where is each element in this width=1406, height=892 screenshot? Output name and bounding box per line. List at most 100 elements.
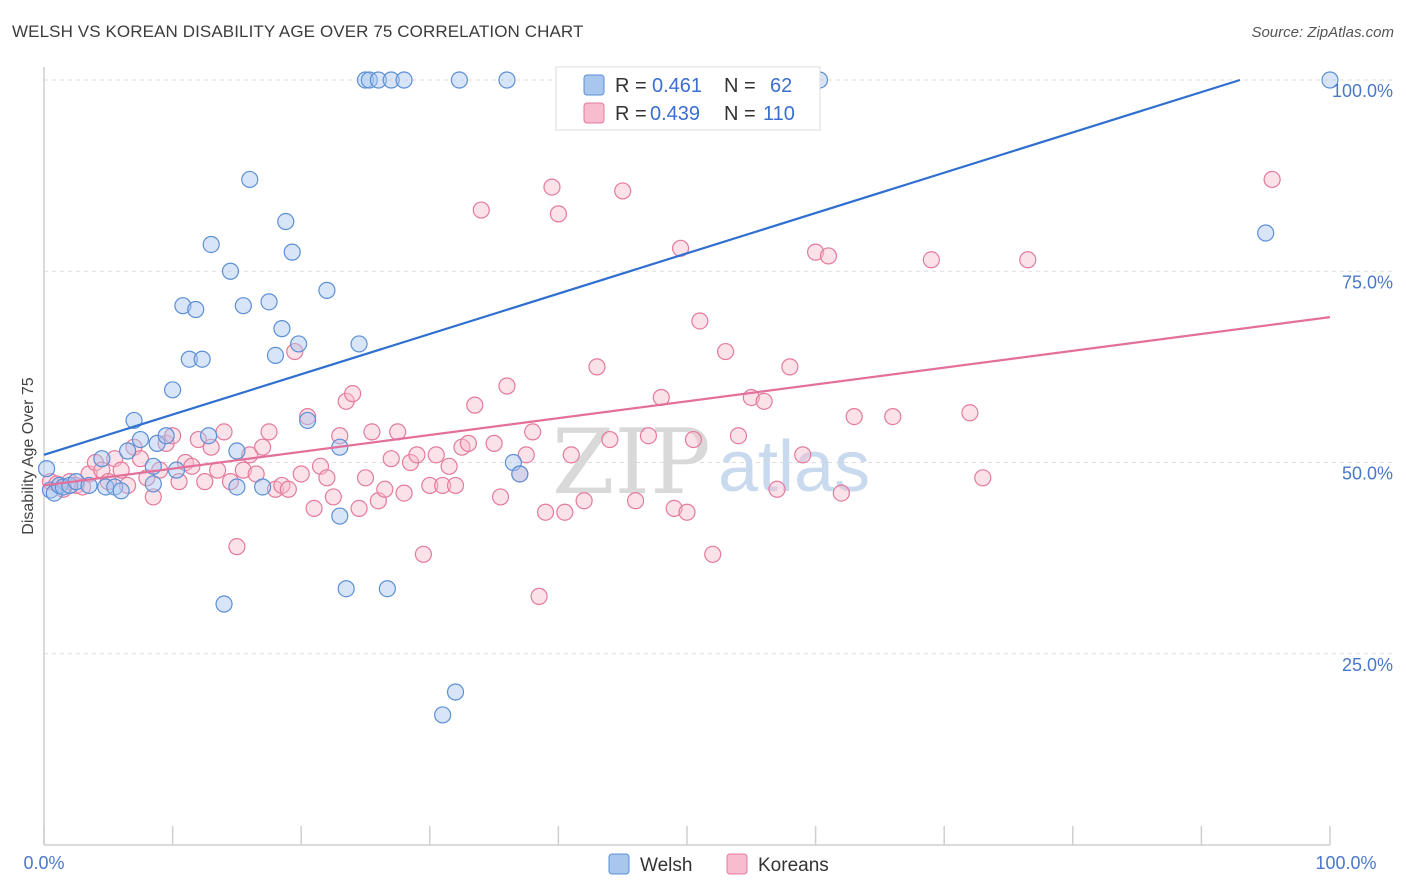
welsh-point xyxy=(450,71,468,89)
welsh-point xyxy=(318,281,336,299)
legend-welsh-r-label: R = xyxy=(615,75,647,97)
korean-point xyxy=(601,430,619,449)
korean-point xyxy=(305,499,323,517)
korean-point xyxy=(794,446,812,464)
welsh-point xyxy=(260,293,278,311)
korean-point xyxy=(704,545,722,563)
korean-point xyxy=(446,476,465,495)
y-tick-label-100: 100.0% xyxy=(1332,81,1393,101)
source-label: Source: ZipAtlas.com xyxy=(1251,24,1394,41)
korean-point xyxy=(196,473,214,491)
korean-point xyxy=(440,457,458,475)
legend-box: R = 0.461 N = 62 R = 0.439 N = 110 xyxy=(555,66,821,131)
welsh-point xyxy=(511,465,529,483)
korean-point xyxy=(189,430,207,449)
korean-point xyxy=(144,488,162,506)
welsh-point xyxy=(395,71,413,89)
y-tick-label-25: 25.0% xyxy=(1342,655,1393,675)
bottom-legend-welsh-label: Welsh xyxy=(640,855,692,876)
korean-point xyxy=(626,492,645,510)
korean-point xyxy=(819,247,838,265)
korean-point xyxy=(691,312,709,330)
korean-point xyxy=(376,480,394,498)
koreans-series xyxy=(41,170,1281,605)
korean-point xyxy=(781,358,799,376)
korean-point xyxy=(131,450,150,468)
korean-point xyxy=(408,446,426,464)
korean-point xyxy=(678,503,696,521)
welsh-point xyxy=(200,427,218,445)
y-axis-label: Disability Age Over 75 xyxy=(20,377,37,535)
korean-point xyxy=(588,358,606,376)
korean-point xyxy=(755,392,773,410)
welsh-point xyxy=(202,235,220,254)
korean-point xyxy=(299,408,317,426)
korean-point xyxy=(974,469,992,487)
welsh-series xyxy=(37,71,1339,724)
y-tick-label-50: 50.0% xyxy=(1342,464,1393,484)
welsh-point xyxy=(228,478,246,496)
korean-point xyxy=(961,404,979,422)
korean-point xyxy=(491,488,510,506)
welsh-point xyxy=(277,212,295,231)
welsh-point xyxy=(144,475,162,493)
korean-point xyxy=(884,408,902,426)
korean-point xyxy=(575,492,593,510)
korean-point xyxy=(421,476,439,495)
korean-point xyxy=(485,434,503,452)
welsh-point xyxy=(193,350,211,368)
welsh-point xyxy=(174,297,192,315)
watermark-zip: ZIP xyxy=(552,410,711,515)
welsh-point xyxy=(378,580,396,598)
korean-point xyxy=(254,438,272,456)
korean-point xyxy=(729,427,748,445)
korean-point xyxy=(806,243,825,261)
korean-point xyxy=(716,342,735,361)
legend-korean-r-label: R = xyxy=(615,103,647,125)
korean-point xyxy=(344,385,362,403)
y-tick-labels: 25.0% 50.0% 75.0% 100.0% xyxy=(1332,81,1393,675)
watermark: ZIP atlas xyxy=(552,410,870,515)
welsh-point xyxy=(446,683,465,701)
trend-lines xyxy=(43,78,1331,487)
korean-point xyxy=(472,201,490,219)
korean-point xyxy=(768,480,786,498)
korean-point xyxy=(530,587,548,605)
bottom-legend-korean-swatch xyxy=(726,853,748,875)
welsh-point xyxy=(382,71,400,89)
korean-point xyxy=(536,503,555,521)
x-ticks xyxy=(43,826,1331,845)
welsh-point xyxy=(299,411,317,430)
welsh-point xyxy=(234,297,252,315)
welsh-point xyxy=(241,170,259,189)
welsh-point xyxy=(228,442,246,460)
welsh-point xyxy=(290,335,308,353)
welsh-point xyxy=(164,381,182,399)
korean-point xyxy=(524,423,542,441)
korean-point xyxy=(434,476,452,495)
korean-point xyxy=(1263,170,1281,189)
welsh-point xyxy=(37,460,56,478)
korean-point xyxy=(543,178,561,196)
welsh-point xyxy=(1257,224,1275,242)
welsh-point xyxy=(1321,71,1339,89)
korean-point xyxy=(395,484,413,502)
bottom-legend-welsh-swatch xyxy=(608,853,630,875)
korean-point xyxy=(459,434,477,452)
welsh-point xyxy=(369,71,387,89)
welsh-point xyxy=(360,71,378,89)
welsh-point xyxy=(498,71,516,89)
gridlines xyxy=(44,79,1395,655)
welsh-point xyxy=(187,300,205,319)
korean-point xyxy=(260,423,278,441)
korean-point xyxy=(549,205,568,223)
legend-korean-n-value: 110 xyxy=(763,103,795,125)
welsh-point xyxy=(331,507,349,525)
welsh-point xyxy=(93,450,111,468)
korean-point xyxy=(665,499,683,517)
welsh-point xyxy=(356,71,375,89)
welsh-point xyxy=(254,478,272,496)
korean-point xyxy=(382,450,400,468)
korean-point xyxy=(356,469,375,487)
welsh-point xyxy=(434,706,452,724)
